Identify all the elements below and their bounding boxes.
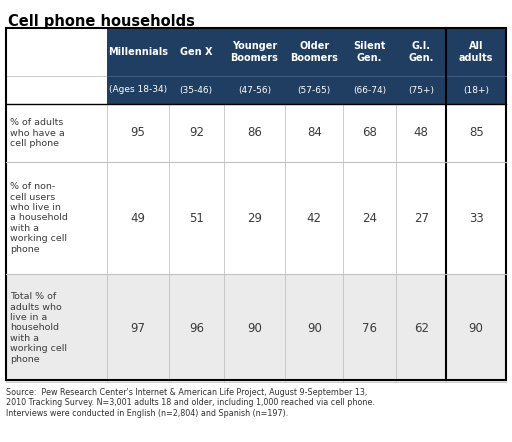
Text: 92: 92 xyxy=(189,126,204,140)
Text: 95: 95 xyxy=(131,126,145,140)
Bar xyxy=(224,104,285,162)
Bar xyxy=(343,76,396,104)
Text: 90: 90 xyxy=(307,321,322,335)
Text: Millennials: Millennials xyxy=(108,47,168,57)
Text: 86: 86 xyxy=(247,126,262,140)
Bar xyxy=(343,104,396,162)
Bar xyxy=(285,162,343,274)
Text: 33: 33 xyxy=(469,212,483,225)
Bar xyxy=(396,76,446,104)
Bar xyxy=(107,274,169,382)
Text: 85: 85 xyxy=(469,126,483,140)
Bar xyxy=(169,76,224,104)
Bar xyxy=(396,28,446,76)
Bar xyxy=(169,104,224,162)
Bar xyxy=(107,162,169,274)
Bar xyxy=(446,274,506,382)
Text: Gen X: Gen X xyxy=(180,47,212,57)
Text: Silent
Gen.: Silent Gen. xyxy=(353,41,386,63)
Bar xyxy=(343,274,396,382)
Bar xyxy=(396,104,446,162)
Bar xyxy=(107,104,169,162)
Bar xyxy=(343,28,396,76)
Text: % of non-
cell users
who live in
a household
with a
working cell
phone: % of non- cell users who live in a house… xyxy=(10,182,68,254)
Bar xyxy=(6,76,107,104)
Text: (18+): (18+) xyxy=(463,85,489,95)
Text: 27: 27 xyxy=(414,212,429,225)
Bar xyxy=(396,274,446,382)
Text: (66-74): (66-74) xyxy=(353,85,386,95)
Bar xyxy=(285,76,343,104)
Text: 76: 76 xyxy=(362,321,377,335)
Text: 68: 68 xyxy=(362,126,377,140)
Text: 96: 96 xyxy=(189,321,204,335)
Text: Source:  Pew Research Center's Internet & American Life Project, August 9-Septem: Source: Pew Research Center's Internet &… xyxy=(6,388,375,418)
Text: 49: 49 xyxy=(131,212,145,225)
Text: (Ages 18-34): (Ages 18-34) xyxy=(109,85,167,95)
Bar xyxy=(446,104,506,162)
Bar xyxy=(285,28,343,76)
Text: 90: 90 xyxy=(247,321,262,335)
Text: 84: 84 xyxy=(307,126,322,140)
Text: (35-46): (35-46) xyxy=(180,85,213,95)
Bar xyxy=(107,76,169,104)
Bar xyxy=(224,28,285,76)
Bar xyxy=(6,162,107,274)
Text: Older
Boomers: Older Boomers xyxy=(290,41,338,63)
Bar xyxy=(107,28,169,76)
Bar xyxy=(285,104,343,162)
Text: 51: 51 xyxy=(189,212,204,225)
Bar xyxy=(6,28,107,76)
Text: (57-65): (57-65) xyxy=(297,85,331,95)
Text: Younger
Boomers: Younger Boomers xyxy=(230,41,279,63)
Text: G.I.
Gen.: G.I. Gen. xyxy=(409,41,434,63)
Bar xyxy=(169,274,224,382)
Text: 62: 62 xyxy=(414,321,429,335)
Text: (47-56): (47-56) xyxy=(238,85,271,95)
Bar xyxy=(224,162,285,274)
Text: Cell phone households: Cell phone households xyxy=(8,14,195,29)
Bar xyxy=(446,76,506,104)
Bar xyxy=(446,162,506,274)
Bar xyxy=(446,28,506,76)
Bar xyxy=(6,28,506,380)
Text: All
adults: All adults xyxy=(459,41,494,63)
Text: 24: 24 xyxy=(362,212,377,225)
Text: 42: 42 xyxy=(307,212,322,225)
Text: % of adults
who have a
cell phone: % of adults who have a cell phone xyxy=(10,118,65,148)
Text: 48: 48 xyxy=(414,126,429,140)
Bar xyxy=(6,274,107,382)
Text: 97: 97 xyxy=(131,321,145,335)
Text: Total % of
adults who
live in a
household
with a
working cell
phone: Total % of adults who live in a househol… xyxy=(10,292,67,364)
Bar xyxy=(396,162,446,274)
Bar xyxy=(285,274,343,382)
Text: 90: 90 xyxy=(468,321,483,335)
Bar xyxy=(343,162,396,274)
Bar xyxy=(169,162,224,274)
Bar xyxy=(224,76,285,104)
Text: 29: 29 xyxy=(247,212,262,225)
Text: (75+): (75+) xyxy=(408,85,434,95)
Bar xyxy=(6,104,107,162)
Bar xyxy=(224,274,285,382)
Bar xyxy=(169,28,224,76)
